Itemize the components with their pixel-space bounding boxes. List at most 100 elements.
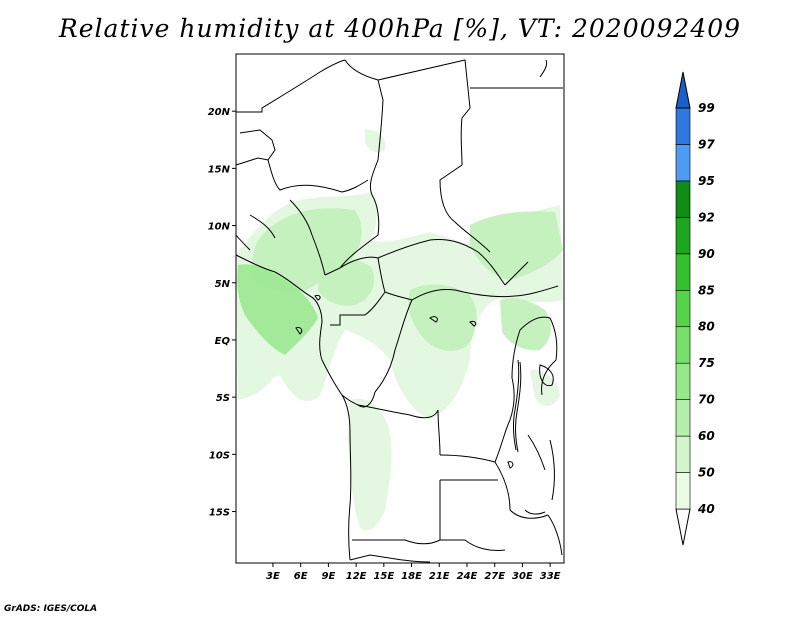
colorbar-segment [675,217,691,255]
colorbar-segment [675,180,691,218]
border-line [527,434,546,471]
border-line [541,359,557,396]
border-line [507,461,514,469]
border-line [235,234,251,251]
lat-tick-label: EQ [215,336,231,347]
border-line [454,221,491,253]
colorbar-segment [675,362,691,400]
colorbar-high-arrow [675,71,691,109]
border-line [349,554,431,563]
lon-tick-label: 24E [457,571,478,582]
border-line [504,261,529,286]
colorbar-label: 85 [698,283,715,297]
colorbar-label: 95 [698,174,715,188]
border-line [314,295,321,301]
humidity-region [399,358,450,404]
border-line [514,361,522,453]
lon-tick-label: 18E [401,571,422,582]
colorbar-label: 70 [698,393,715,407]
lat-tick-label: 15N [208,164,231,175]
border-line [549,439,555,501]
humidity-region [318,258,375,306]
colorbar-low-arrow [675,508,691,546]
lon-tick-label: 12E [346,571,367,582]
colorbar-label: 75 [698,356,715,370]
border-line [539,59,548,78]
colorbar-label: 60 [698,429,715,443]
colorbar-segment [675,144,691,182]
longitude-axis: 3E 6E 9E 12E 15E 18E 21E 24E 27E 30E 33E [266,563,561,582]
border-line [374,291,413,393]
lat-tick-label: 5N [215,279,231,290]
colorbar-segment [675,253,691,291]
grads-credit: GrADS: IGES/COLA [4,604,98,614]
border-line [324,194,380,276]
lon-tick-label: 6E [294,571,308,582]
border-line [429,316,438,323]
colorbar-segment [675,107,691,145]
border-line [512,359,520,451]
humidity-region [530,369,560,406]
map-title: Relative humidity at 400hPa [%], VT: 202… [58,14,742,43]
colorbar-label: 97 [698,137,715,151]
border-line [511,329,521,379]
border-line [352,539,441,545]
humidity-region [500,298,552,351]
humidity-region [237,264,318,355]
colorbar-segment [675,399,691,437]
border-line [519,316,558,361]
humidity-region [365,129,386,153]
lon-tick-label: 21E [429,571,450,582]
border-line [267,159,369,193]
colorbar-label: 92 [698,210,715,224]
border-line [437,409,441,456]
lon-tick-label: 9E [321,571,335,582]
border-line [339,239,506,286]
humidity-region [238,330,272,400]
border-line [494,377,515,463]
border-line [235,254,352,561]
colorbar-label: 90 [698,247,715,261]
colorbar: 40 50 60 70 75 80 85 90 92 95 97 99 [675,71,715,546]
border-line [295,327,303,335]
border-line [344,59,384,196]
colorbar-label: 80 [698,320,715,334]
border-line [377,59,471,223]
humidity-region [408,284,477,352]
country-borders [235,59,563,563]
lon-tick-label: 3E [266,571,280,582]
humidity-region [348,398,392,531]
colorbar-label: 50 [698,466,715,480]
lon-tick-label: 15E [373,571,394,582]
border-line [330,257,386,326]
border-line [547,514,563,556]
lat-tick-label: 5S [216,393,230,404]
border-line [464,539,506,551]
border-line [524,509,546,515]
colorbar-segment [675,289,691,328]
latitude-axis: 20N 15N 10N 5N EQ 5S 10S 15S [208,107,236,519]
border-line [411,285,559,301]
border-line [357,404,439,419]
lat-tick-label: 10S [209,450,230,461]
colorbar-segment [675,472,691,510]
border-line [439,480,465,541]
border-line [539,364,554,387]
lon-tick-label: 33E [540,571,561,582]
border-line [235,129,276,166]
lat-tick-label: 15S [209,508,230,519]
map-frame [235,53,565,564]
border-line [289,199,326,276]
colorbar-label: 99 [698,101,715,115]
lat-tick-label: 10N [208,222,231,233]
colorbar-segment [675,435,691,473]
colorbar-label: 40 [697,502,715,516]
border-line [236,59,346,113]
colorbar-segment [675,326,691,364]
humidity-region [470,211,563,280]
lon-tick-label: 30E [512,571,533,582]
lon-tick-label: 27E [484,571,505,582]
border-line [249,214,276,239]
lat-tick-label: 20N [208,107,231,118]
